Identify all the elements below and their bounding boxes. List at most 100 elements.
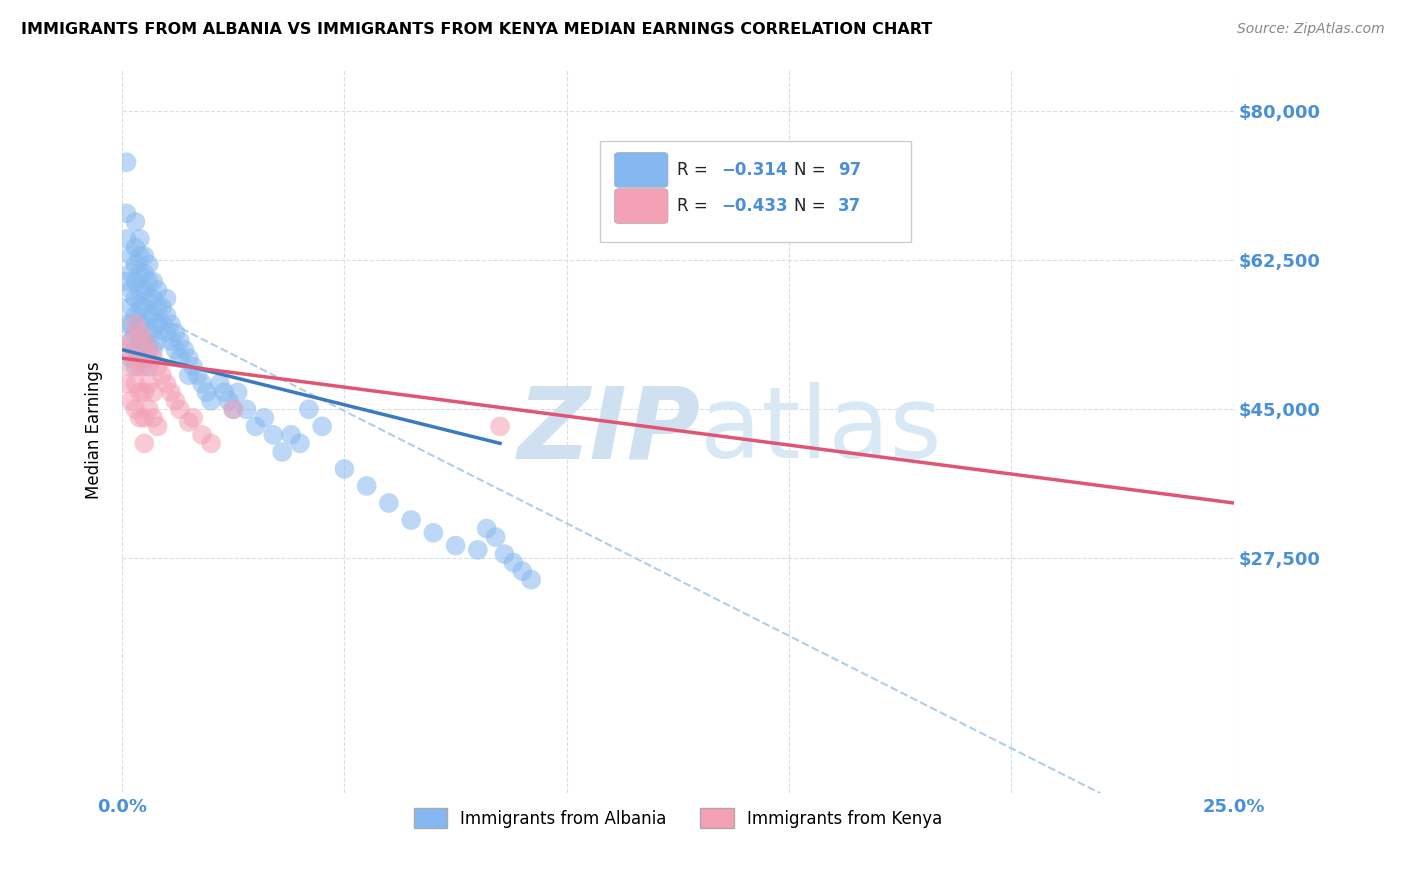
Point — [142, 385, 165, 400]
Point — [115, 275, 138, 289]
Point — [155, 309, 177, 323]
Point — [146, 334, 169, 348]
Point — [138, 359, 160, 374]
Point — [124, 376, 146, 391]
Point — [146, 419, 169, 434]
Point — [124, 240, 146, 254]
Point — [115, 317, 138, 331]
Point — [115, 206, 138, 220]
Point — [280, 427, 302, 442]
Point — [128, 334, 150, 348]
Point — [191, 376, 214, 391]
Point — [124, 309, 146, 323]
Y-axis label: Median Earnings: Median Earnings — [86, 362, 103, 500]
Point — [165, 326, 187, 340]
Point — [138, 376, 160, 391]
Point — [288, 436, 311, 450]
Point — [146, 359, 169, 374]
Text: IMMIGRANTS FROM ALBANIA VS IMMIGRANTS FROM KENYA MEDIAN EARNINGS CORRELATION CHA: IMMIGRANTS FROM ALBANIA VS IMMIGRANTS FR… — [21, 22, 932, 37]
Text: atlas: atlas — [700, 382, 942, 479]
Point — [124, 317, 146, 331]
Point — [378, 496, 401, 510]
Point — [165, 393, 187, 408]
Point — [124, 257, 146, 271]
Point — [177, 415, 200, 429]
Point — [120, 334, 142, 348]
Text: 97: 97 — [838, 161, 862, 179]
Point — [208, 376, 231, 391]
Point — [134, 334, 156, 348]
Point — [177, 368, 200, 383]
Point — [484, 530, 506, 544]
Point — [218, 393, 240, 408]
Text: 37: 37 — [838, 197, 862, 215]
Point — [245, 419, 267, 434]
Point — [142, 292, 165, 306]
Point — [134, 317, 156, 331]
Point — [520, 573, 543, 587]
Point — [475, 522, 498, 536]
Point — [128, 317, 150, 331]
Point — [128, 359, 150, 374]
Point — [134, 266, 156, 280]
Point — [142, 326, 165, 340]
Point — [467, 542, 489, 557]
Point — [187, 368, 209, 383]
Text: −0.433: −0.433 — [721, 197, 787, 215]
Point — [214, 385, 236, 400]
Point — [160, 334, 183, 348]
Point — [128, 283, 150, 297]
FancyBboxPatch shape — [614, 189, 668, 224]
Point — [177, 351, 200, 366]
Text: N =: N = — [793, 161, 831, 179]
Point — [444, 539, 467, 553]
Point — [155, 326, 177, 340]
FancyBboxPatch shape — [600, 141, 911, 243]
Point — [115, 232, 138, 246]
Point — [142, 275, 165, 289]
Point — [134, 283, 156, 297]
Point — [173, 343, 195, 357]
Point — [160, 317, 183, 331]
Point — [222, 402, 245, 417]
Point — [181, 410, 204, 425]
Point — [165, 343, 187, 357]
Point — [222, 402, 245, 417]
Point — [124, 351, 146, 366]
Text: Source: ZipAtlas.com: Source: ZipAtlas.com — [1237, 22, 1385, 37]
Point — [115, 343, 138, 357]
Point — [128, 300, 150, 314]
Point — [138, 275, 160, 289]
Point — [422, 525, 444, 540]
Point — [134, 410, 156, 425]
Point — [120, 266, 142, 280]
Point — [124, 343, 146, 357]
Point — [134, 436, 156, 450]
Point — [124, 292, 146, 306]
Point — [494, 547, 516, 561]
Point — [134, 249, 156, 263]
Point — [146, 283, 169, 297]
Point — [120, 249, 142, 263]
Point — [120, 351, 142, 366]
Point — [226, 385, 249, 400]
Point — [142, 309, 165, 323]
Point — [169, 402, 191, 417]
Point — [200, 436, 222, 450]
Point — [138, 326, 160, 340]
Point — [124, 215, 146, 229]
Point — [138, 343, 160, 357]
Point — [128, 249, 150, 263]
Point — [200, 393, 222, 408]
Point — [138, 257, 160, 271]
Point — [191, 427, 214, 442]
Point — [124, 359, 146, 374]
Point — [138, 292, 160, 306]
Point — [120, 359, 142, 374]
Text: −0.314: −0.314 — [721, 161, 787, 179]
FancyBboxPatch shape — [614, 153, 668, 187]
Point — [235, 402, 257, 417]
Point — [510, 564, 533, 578]
Point — [134, 300, 156, 314]
Point — [128, 385, 150, 400]
